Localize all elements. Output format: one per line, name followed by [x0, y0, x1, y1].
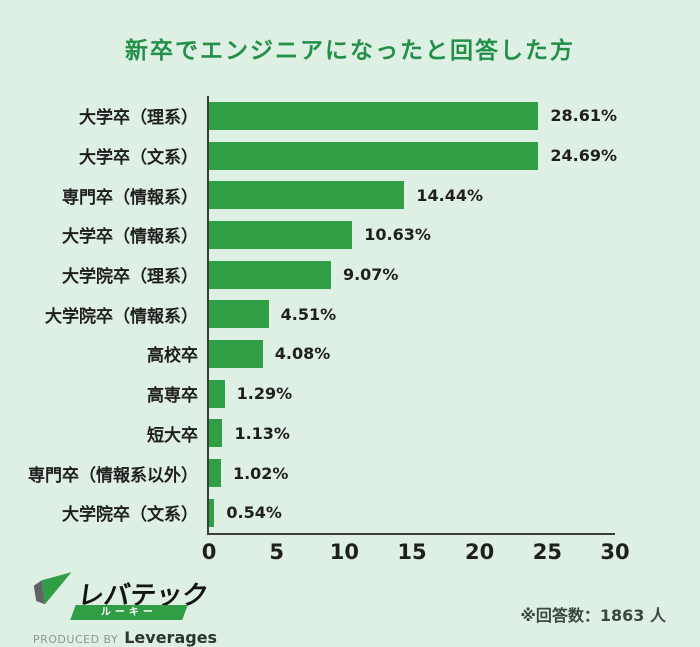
levtech-rookie-logo: レバテック ルーキー PRODUCED BY Leverages [33, 569, 217, 647]
bar-row: 大学院卒（理系） 9.07% [27, 255, 617, 295]
bar [207, 220, 353, 249]
bar [207, 498, 215, 527]
bar-plot-area: 10.63% [207, 220, 617, 249]
category-label: 大学院卒（理系） [62, 267, 198, 288]
category-label: 高校卒 [147, 346, 198, 367]
x-tick-label: 20 [465, 540, 495, 564]
x-tick-label: 30 [600, 540, 630, 564]
checkmark-logo-icon [33, 572, 72, 605]
bar [207, 379, 225, 408]
x-tick-label: 10 [329, 540, 359, 564]
bar-row: 高校卒 4.08% [27, 334, 617, 374]
value-label: 1.02% [232, 463, 289, 483]
bar-row: 大学卒（理系） 28.61% [27, 96, 617, 136]
bar-plot-area: 0.54% [207, 498, 617, 527]
category-label: 大学院卒（文系） [62, 505, 198, 526]
bar-row: 高専卒 1.29% [27, 374, 617, 414]
produced-by-label: PRODUCED BY [33, 633, 119, 646]
value-label: 24.69% [550, 146, 617, 166]
x-tick-label: 0 [201, 540, 217, 564]
bar-plot-area: 28.61% [207, 101, 617, 130]
bar-plot-area: 1.29% [207, 379, 617, 408]
bar-row: 専門卒（情報系） 14.44% [27, 175, 617, 215]
bar-plot-area: 1.02% [207, 459, 617, 488]
rookie-badge-label: ルーキー [101, 606, 157, 618]
value-label: 4.51% [280, 304, 337, 324]
bar-plot-area: 1.13% [207, 419, 617, 448]
bar-row: 短大卒 1.13% [27, 414, 617, 454]
bar [207, 181, 405, 210]
bar-plot-area: 4.51% [207, 300, 617, 329]
rookie-badge: ルーキー [70, 605, 188, 620]
category-label: 高専卒 [147, 386, 198, 407]
x-tick-label: 25 [532, 540, 562, 564]
value-label: 28.61% [550, 106, 617, 126]
bar [207, 459, 221, 488]
bar-rows: 大学卒（理系） 28.61% 大学卒（文系） 24.69% 専門卒（情報系） 14.44%… [27, 96, 617, 533]
company-name: Leverages [124, 628, 218, 647]
value-label: 10.63% [364, 225, 431, 245]
value-label: 14.44% [416, 185, 483, 205]
chart-title: 新卒でエンジニアになったと回答した方 [125, 38, 575, 64]
bar [207, 419, 223, 448]
bar-row: 大学院卒（情報系） 4.51% [27, 294, 617, 334]
value-label: 1.29% [236, 384, 293, 404]
y-axis-line [207, 96, 209, 533]
bar-row: 大学院卒（文系） 0.54% [27, 493, 617, 533]
category-label: 大学院卒（情報系） [45, 306, 198, 327]
x-tick-label: 15 [397, 540, 427, 564]
bar-row: 大学卒（情報系） 10.63% [27, 215, 617, 255]
bar-row: 専門卒（情報系以外） 1.02% [27, 453, 617, 493]
category-label: 専門卒（情報系以外） [28, 465, 198, 486]
bar [207, 339, 263, 368]
category-label: 専門卒（情報系） [62, 187, 198, 208]
bar-plot-area: 9.07% [207, 260, 617, 289]
x-tick-label: 5 [269, 540, 284, 564]
value-label: 9.07% [342, 265, 399, 285]
category-label: 大学卒（情報系） [62, 227, 198, 248]
respondent-count-note: ※回答数：1863 人 [520, 606, 666, 625]
produced-by-line: PRODUCED BY Leverages [33, 628, 217, 647]
value-label: 0.54% [226, 503, 282, 523]
bar-row: 大学卒（文系） 24.69% [27, 136, 617, 176]
x-axis-line [207, 533, 615, 535]
x-axis-ticks: 0 5 10 15 20 25 30 [202, 540, 630, 566]
category-label: 大学卒（文系） [79, 148, 198, 169]
bar [207, 260, 331, 289]
bar-plot-area: 4.08% [207, 339, 617, 368]
bar-plot-area: 14.44% [207, 181, 617, 210]
logo-top-row: レバテック [33, 569, 210, 611]
category-label: 大学卒（理系） [79, 108, 198, 129]
bar [207, 101, 539, 130]
bar-chart: 大学卒（理系） 28.61% 大学卒（文系） 24.69% 専門卒（情報系） 14.44%… [27, 96, 630, 564]
value-label: 1.13% [234, 423, 290, 443]
bar [207, 300, 269, 329]
bar-plot-area: 24.69% [207, 141, 617, 170]
value-label: 4.08% [274, 344, 331, 364]
bar [207, 141, 539, 170]
category-label: 短大卒 [147, 425, 198, 446]
